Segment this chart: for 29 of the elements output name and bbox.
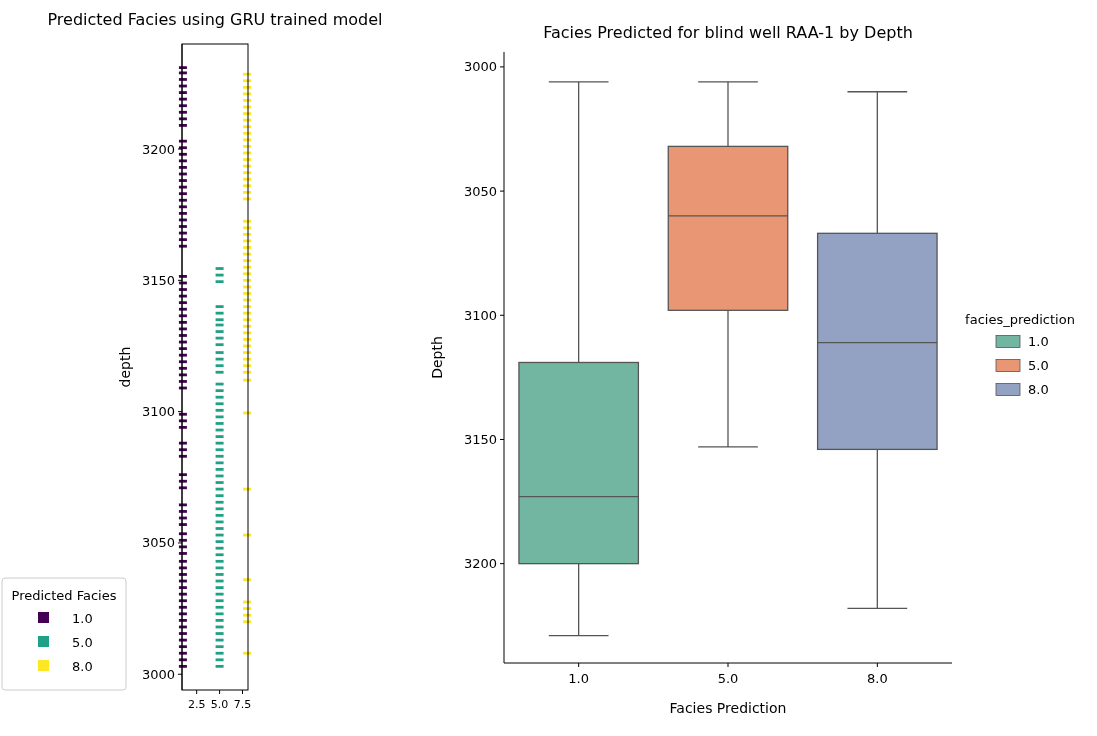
x-tick-label: 2.5	[187, 698, 206, 711]
y-tick-label: 3150	[141, 272, 175, 288]
x-tick-label: 5.0	[210, 698, 229, 711]
y-tick-label: 3150	[463, 432, 497, 448]
y-tick-label: 3200	[463, 556, 497, 572]
legend-label: 1.0	[72, 610, 93, 626]
legend-label: 8.0	[72, 658, 93, 674]
legend-label: 5.0	[1028, 358, 1049, 374]
legend-label: 5.0	[72, 634, 93, 650]
y-tick-label: 3000	[463, 59, 497, 75]
y-tick-label: 3050	[463, 183, 497, 199]
y-tick-label: 3050	[141, 535, 175, 551]
y-tick-label: 3100	[463, 307, 497, 323]
x-axis-title: Facies Prediction	[669, 700, 787, 716]
legend-label: 8.0	[1028, 382, 1049, 398]
chart-title: Facies Predicted for blind well RAA-1 by Depth	[543, 23, 913, 42]
legend-title: Predicted Facies	[11, 588, 117, 603]
x-tick-label: 8.0	[866, 671, 888, 686]
x-tick-label: 5.0	[717, 671, 739, 686]
y-tick-label: 3100	[141, 404, 175, 420]
legend-label: 1.0	[1028, 334, 1049, 350]
chart-title: Predicted Facies using GRU trained model	[47, 10, 383, 29]
y-axis-title: Depth	[429, 336, 445, 379]
y-axis-title: depth	[117, 346, 133, 388]
x-tick-label: 1.0	[568, 671, 590, 686]
y-tick-label: 3200	[141, 141, 175, 157]
x-tick-label: 7.5	[233, 698, 252, 711]
legend-title: facies_prediction	[965, 311, 1075, 327]
y-tick-label: 3000	[141, 666, 175, 682]
